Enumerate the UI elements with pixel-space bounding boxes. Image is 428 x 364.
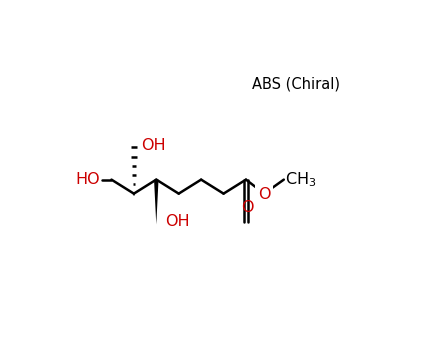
Text: OH: OH bbox=[141, 138, 166, 154]
Text: HO: HO bbox=[75, 172, 100, 187]
Text: OH: OH bbox=[165, 214, 189, 229]
Text: O: O bbox=[258, 187, 270, 202]
Text: CH$_3$: CH$_3$ bbox=[285, 170, 317, 189]
Text: O: O bbox=[241, 199, 254, 215]
Polygon shape bbox=[154, 179, 158, 225]
Text: ABS (Chiral): ABS (Chiral) bbox=[253, 77, 340, 92]
